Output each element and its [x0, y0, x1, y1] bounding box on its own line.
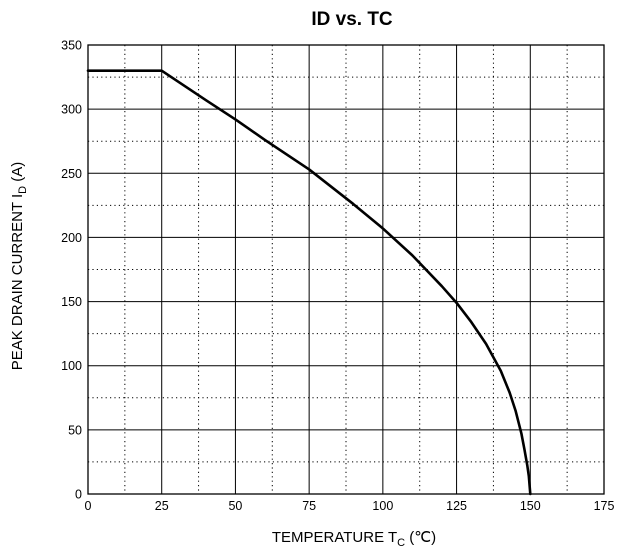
- x-axis-label-subscript: C: [397, 537, 405, 549]
- x-tick-label: 50: [228, 499, 242, 513]
- x-tick-label: 25: [155, 499, 169, 513]
- x-tick-label: 125: [446, 499, 467, 513]
- y-tick-label: 200: [61, 231, 82, 245]
- y-tick-label: 350: [61, 39, 82, 53]
- y-tick-label: 150: [61, 295, 82, 309]
- y-axis-label-unit: (A): [9, 162, 26, 186]
- x-tick-label: 100: [372, 499, 393, 513]
- y-tick-label: 50: [68, 423, 82, 437]
- x-tick-label: 75: [302, 499, 316, 513]
- y-tick-label: 100: [61, 359, 82, 373]
- y-axis-label: PEAK DRAIN CURRENT ID (A): [9, 162, 29, 371]
- x-tick-label: 150: [520, 499, 541, 513]
- y-tick-label: 0: [75, 488, 82, 502]
- x-axis-label: TEMPERATURE TC (℃): [272, 529, 436, 549]
- chart-title: ID vs. TC: [311, 9, 393, 30]
- y-axis-label-subscript: D: [17, 186, 29, 194]
- x-axis-label-unit: (℃): [405, 529, 436, 546]
- minor-gridlines: [88, 45, 604, 494]
- series-line: [86, 69, 532, 496]
- series-layer: [86, 69, 532, 496]
- x-tick-labels: 0 25 50 75 100 125 150 175: [85, 499, 615, 513]
- plot-frame: [87, 44, 605, 495]
- y-tick-labels: 0 50 100 150 200 250 300 350: [61, 39, 82, 502]
- y-axis-label-main: PEAK DRAIN CURRENT I: [9, 194, 26, 370]
- x-tick-label: 0: [85, 499, 92, 513]
- major-gridlines: [88, 45, 604, 494]
- y-tick-label: 300: [61, 103, 82, 117]
- y-tick-label: 250: [61, 167, 82, 181]
- x-tick-label: 175: [594, 499, 615, 513]
- x-axis-label-main: TEMPERATURE T: [272, 529, 397, 546]
